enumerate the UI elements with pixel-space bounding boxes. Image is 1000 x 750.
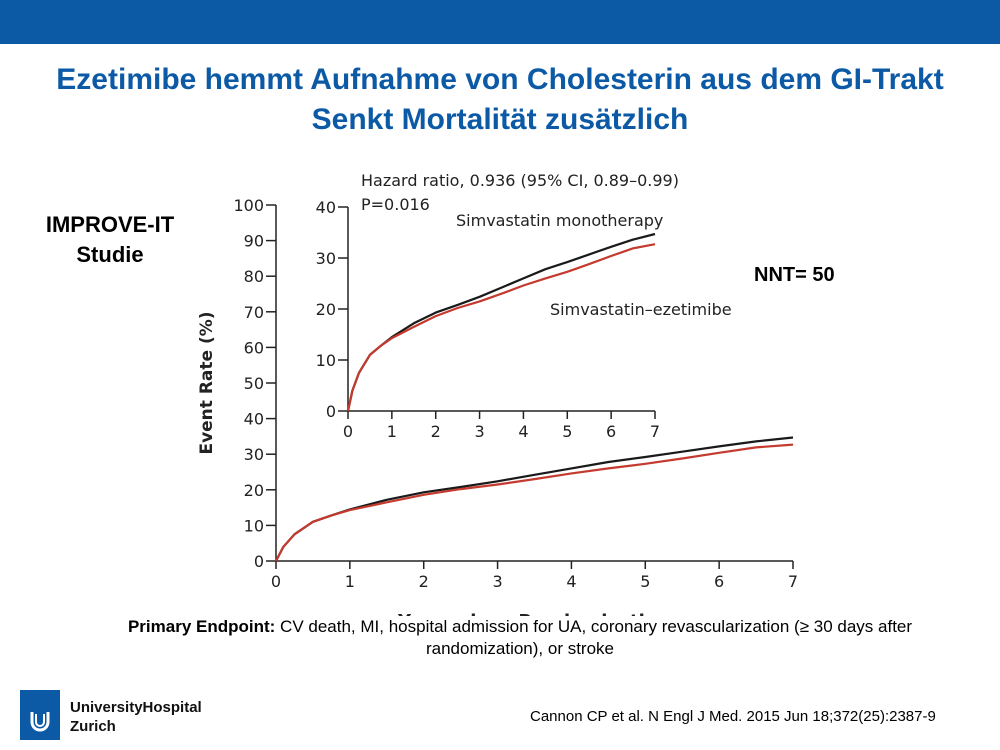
chart1-x-tick-label: 4 [518, 422, 528, 441]
chart0-y-tick-label: 0 [254, 552, 264, 571]
chart1-p-value: P=0.016 [361, 195, 430, 214]
endpoint-label: Primary Endpoint: [127, 617, 276, 636]
chart0-x-tick-label: 4 [566, 572, 576, 591]
chart1-x-tick-label: 0 [343, 422, 353, 441]
chart0-y-tick-label: 70 [244, 303, 264, 322]
study-word: Studie [76, 242, 144, 267]
chart0-x-tick-label: 1 [345, 572, 355, 591]
chart1-y-tick-label: 10 [316, 351, 336, 370]
chart0-x-tick-label: 3 [492, 572, 502, 591]
hospital-logo-icon [20, 690, 60, 740]
chart0-series-line-0 [275, 436, 794, 562]
chart0-x-tick-label: 6 [714, 572, 724, 591]
chart1-x-tick-label: 7 [650, 422, 660, 441]
nnt-label: NNT= 50 [754, 264, 835, 286]
chart1-x-tick-label: 1 [387, 422, 397, 441]
chart1-y-tick-label: 20 [316, 300, 336, 319]
title-line-1: Ezetimibe hemmt Aufnahme von Cholesterin… [56, 63, 944, 96]
top-banner [0, 0, 1000, 44]
chart1-hazard-ratio: Hazard ratio, 0.936 (95% CI, 0.89–0.99) [361, 171, 679, 190]
title-line-2: Senkt Mortalität zusätzlich [311, 103, 689, 136]
chart0-x-tick-label: 5 [640, 572, 650, 591]
chart1-x-tick-label: 3 [474, 422, 484, 441]
chart0-y-tick-label: 40 [244, 410, 264, 429]
chart0-y-axis-label: Event Rate (%) [197, 311, 217, 454]
chart1-series-line-1 [346, 243, 656, 412]
study-name: IMPROVE-IT [45, 212, 175, 237]
chart0-y-tick-label: 60 [244, 338, 264, 357]
chart0-y-tick-label: 30 [244, 445, 264, 464]
study-label: IMPROVE-IT Studie [30, 210, 190, 270]
chart0-y-tick-label: 50 [244, 374, 264, 393]
primary-endpoint-text: Primary Endpoint: CV death, MI, hospital… [40, 616, 1000, 660]
slide-title: Ezetimibe hemmt Aufnahme von Cholesterin… [0, 60, 1000, 140]
chart0-y-tick-label: 20 [244, 481, 264, 500]
chart1-y-tick-label: 30 [316, 249, 336, 268]
logo-line-2: Zurich [70, 718, 116, 735]
chart0-y-tick-label: 100 [233, 196, 264, 215]
citation: Cannon CP et al. N Engl J Med. 2015 Jun … [530, 708, 936, 725]
chart1-y-tick-label: 0 [326, 402, 336, 421]
hospital-logo-text: UniversityHospital Zurich [70, 698, 202, 736]
chart1-legend-monotherapy: Simvastatin monotherapy [456, 211, 663, 230]
chart0-x-tick-label: 0 [271, 572, 281, 591]
chart0-y-tick-label: 10 [244, 516, 264, 535]
endpoint-description: CV death, MI, hospital admission for UA,… [280, 617, 913, 636]
chart0-y-tick-label: 90 [244, 232, 264, 251]
chart0-x-tick-label: 7 [788, 572, 798, 591]
chart1-y-tick-label: 40 [316, 198, 336, 217]
chart0-x-tick-label: 2 [419, 572, 429, 591]
chart1-x-tick-label: 2 [431, 422, 441, 441]
chart1-legend-ezetimibe: Simvastatin–ezetimibe [550, 300, 732, 319]
inset-background [300, 165, 700, 445]
logo-line-1: UniversityHospital [70, 699, 202, 716]
chart1-x-tick-label: 6 [606, 422, 616, 441]
endpoint-description-cont: randomization), or stroke [425, 639, 615, 658]
chart0-y-tick-label: 80 [244, 267, 264, 286]
chart1-x-tick-label: 5 [562, 422, 572, 441]
chart0-series-line-1 [275, 443, 794, 562]
